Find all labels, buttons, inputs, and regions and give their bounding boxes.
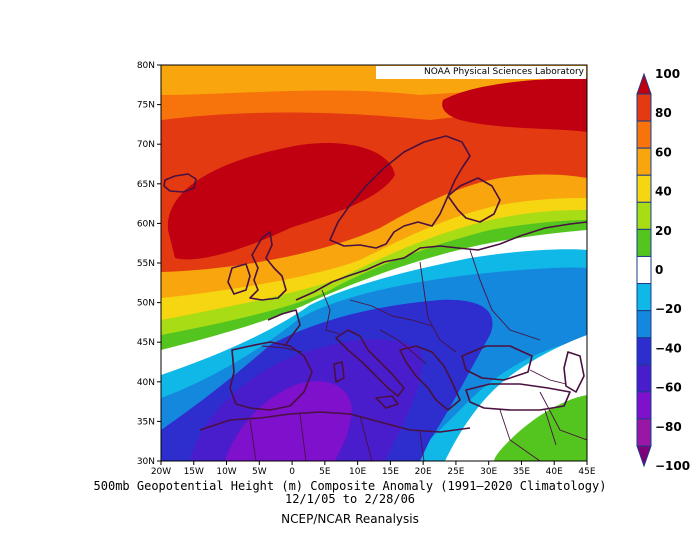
- colorbar-label: −40: [655, 341, 682, 355]
- caption-source: NCEP/NCAR Reanalysis: [281, 512, 419, 526]
- credit-label: NOAA Physical Sciences Laboratory: [376, 66, 586, 79]
- caspian-outline: [563, 351, 585, 393]
- latitude-axis: 80N 75N 70N 65N 60N 55N 50N 45N 40N 35N 30N: [137, 61, 161, 467]
- colorbar-segment: [636, 418, 652, 447]
- colorbar-label: −60: [655, 381, 682, 395]
- caption-dates: 12/1/05 to 2/28/06: [284, 492, 416, 506]
- country-borders: [249, 249, 587, 461]
- lon-label: 5W: [252, 467, 267, 477]
- lon-label: 5E: [319, 467, 331, 477]
- anomaly-field: [161, 65, 587, 461]
- lat-label: 65N: [137, 180, 155, 190]
- border-caucasus: [529, 369, 587, 441]
- border-north-africa: [249, 413, 425, 461]
- colorbar-segment: [636, 391, 652, 420]
- lat-label: 55N: [137, 259, 155, 269]
- colorbar-label: 20: [655, 224, 672, 238]
- sardinia-outline: [333, 361, 345, 383]
- black-sea-outline: [461, 345, 533, 381]
- lat-label: 70N: [137, 140, 155, 150]
- colorbar-segment: [636, 147, 652, 176]
- lon-label: 20W: [151, 467, 171, 477]
- colorbar-label: 40: [655, 185, 672, 199]
- great-britain-outline: [249, 231, 287, 301]
- border-eastern-europe: [419, 261, 457, 353]
- colorbar-label: 0: [655, 263, 663, 277]
- lat-label: 30N: [137, 457, 155, 467]
- iceland-outline: [163, 173, 197, 193]
- colorbar-top-arrow: [636, 72, 652, 95]
- scandinavia-outline: [329, 135, 471, 249]
- lat-label: 50N: [137, 299, 155, 309]
- balkans-outline: [399, 345, 461, 411]
- colorbar-segment: [636, 93, 652, 122]
- colorbar-segment: [636, 120, 652, 149]
- colorbar-label: −80: [655, 420, 682, 434]
- lon-label: 20E: [415, 467, 432, 477]
- border-central-europe: [349, 299, 433, 327]
- coastlines: [163, 135, 587, 433]
- colorbar-bottom-arrow: [636, 445, 652, 468]
- north-africa-coast: [199, 411, 471, 433]
- colorbar-label: −20: [655, 302, 682, 316]
- lat-label: 35N: [137, 417, 155, 427]
- turkey-outline: [465, 383, 571, 411]
- band-100b: [442, 78, 587, 132]
- lon-label: 40E: [546, 467, 563, 477]
- colorbar-segment: [636, 255, 652, 285]
- colorbar-segment: [636, 228, 652, 257]
- lon-label: 35E: [513, 467, 530, 477]
- colorbar-segment: [636, 364, 652, 393]
- italy-outline: [335, 329, 405, 397]
- lat-label: 80N: [137, 61, 155, 71]
- colorbar-segment: [636, 337, 652, 366]
- colorbar-segment: [636, 174, 652, 203]
- colorbar-label: 60: [655, 145, 672, 159]
- baltic-finland-outline: [447, 177, 501, 223]
- continental-coast: [295, 221, 587, 301]
- lon-label: 45E: [578, 467, 595, 477]
- lon-label: 30E: [480, 467, 497, 477]
- lon-label: 10E: [349, 467, 366, 477]
- ireland-outline: [227, 263, 251, 295]
- border-france-spain: [261, 345, 303, 353]
- band-m80: [225, 381, 352, 461]
- lon-label: 15W: [184, 467, 204, 477]
- lat-label: 45N: [137, 338, 155, 348]
- colorbar-label: 100: [655, 67, 680, 81]
- lat-label: 60N: [137, 219, 155, 229]
- lat-label: 40N: [137, 378, 155, 388]
- longitude-axis: 20W 15W 10W 5W 0 5E 10E 15E 20E 25E 30E 35E 40E 45E: [151, 461, 596, 477]
- lat-label: 75N: [137, 101, 155, 111]
- colorbar: 100 80 60 40 20 0 −20 −40 −60 −80 −100: [636, 67, 690, 473]
- border-middle-east: [499, 409, 557, 461]
- sicily-outline: [375, 395, 399, 409]
- colorbar-segment: [636, 283, 652, 312]
- band-100c: [167, 143, 395, 260]
- lon-label: 0: [289, 467, 295, 477]
- colorbar-segment: [636, 310, 652, 339]
- caption-title: 500mb Geopotential Height (m) Composite …: [93, 479, 607, 493]
- lon-label: 25E: [447, 467, 464, 477]
- colorbar-segment: [636, 201, 652, 230]
- border-germany: [321, 289, 341, 335]
- iberia-outline: [229, 341, 313, 411]
- lon-label: 10W: [216, 467, 236, 477]
- colorbar-label: 80: [655, 106, 672, 120]
- border-balkans: [379, 329, 427, 365]
- border-russia: [469, 249, 541, 341]
- lon-label: 15E: [382, 467, 399, 477]
- colorbar-label: −100: [655, 459, 690, 473]
- band-east-green: [494, 395, 587, 461]
- france-coast: [267, 309, 301, 347]
